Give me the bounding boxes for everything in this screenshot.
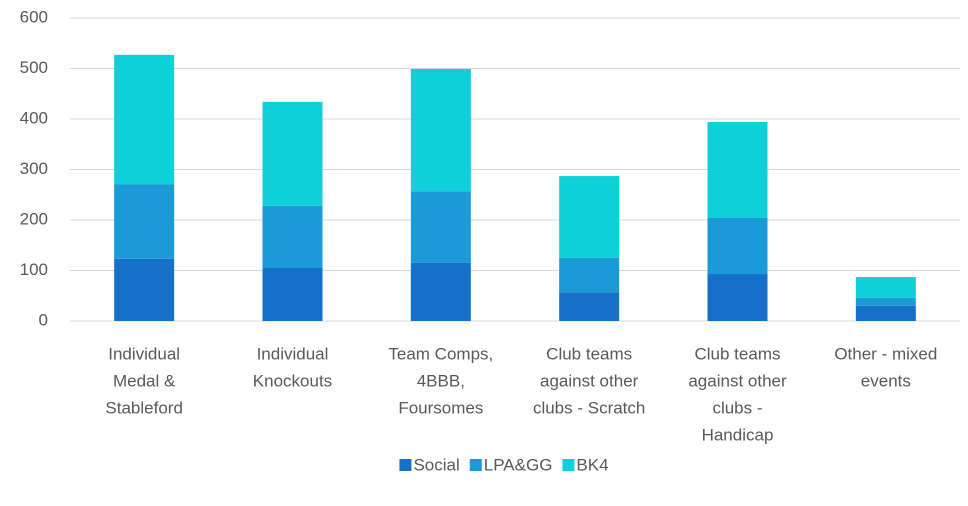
bar-segment [855, 297, 916, 306]
legend-swatch [399, 459, 412, 471]
bar-segment [855, 277, 916, 298]
x-tick-label: Other - mixed [834, 344, 937, 363]
bar-segment [410, 69, 471, 192]
y-tick-label: 100 [20, 260, 48, 279]
legend-label: Social [413, 455, 459, 474]
x-tick-label: clubs - [712, 398, 762, 417]
bar-segment [410, 191, 471, 263]
bar-segment [114, 258, 175, 321]
bar-segment [114, 54, 175, 185]
x-tick-label: Individual [108, 344, 180, 363]
y-tick-label: 0 [39, 310, 48, 329]
x-tick-label: Handicap [702, 425, 774, 444]
bar-segment [262, 267, 323, 321]
y-tick-label: 300 [20, 159, 48, 178]
bar-segment [559, 257, 620, 293]
bar-segment [855, 305, 916, 321]
bar-segment [707, 274, 768, 321]
bar-segment [262, 101, 323, 206]
x-tick-label: against other [688, 371, 787, 390]
y-tick-label: 600 [20, 7, 48, 26]
x-tick-label: 4BBB, [417, 371, 465, 390]
bar-segment [707, 217, 768, 275]
legend: Social LPA&GG BK4 [399, 455, 609, 474]
x-tick-label: Club teams [695, 344, 781, 363]
x-tick-label: against other [540, 371, 639, 390]
x-tick-label: events [861, 371, 911, 390]
y-tick-label: 400 [20, 108, 48, 127]
x-tick-label: Individual [257, 344, 329, 363]
bar-segment [559, 176, 620, 258]
x-tick-label: Knockouts [253, 371, 332, 390]
x-tick-label: clubs - Scratch [533, 398, 645, 417]
y-tick-label: 500 [20, 58, 48, 77]
bar-segment [114, 184, 175, 259]
bar-segment [707, 122, 768, 218]
x-tick-label: Medal & [113, 371, 176, 390]
legend-label: LPA&GG [484, 455, 553, 474]
legend-swatch [469, 459, 482, 471]
x-tick-label: Stableford [105, 398, 183, 417]
bar-segment [262, 205, 323, 268]
bar-segment [559, 292, 620, 321]
legend-label: BK4 [576, 455, 608, 474]
bar-segment [410, 262, 471, 321]
y-tick-label: 200 [20, 209, 48, 228]
x-tick-label: Club teams [546, 344, 632, 363]
x-tick-label: Foursomes [398, 398, 483, 417]
legend-swatch [562, 459, 575, 471]
x-tick-label: Team Comps, [388, 344, 493, 363]
